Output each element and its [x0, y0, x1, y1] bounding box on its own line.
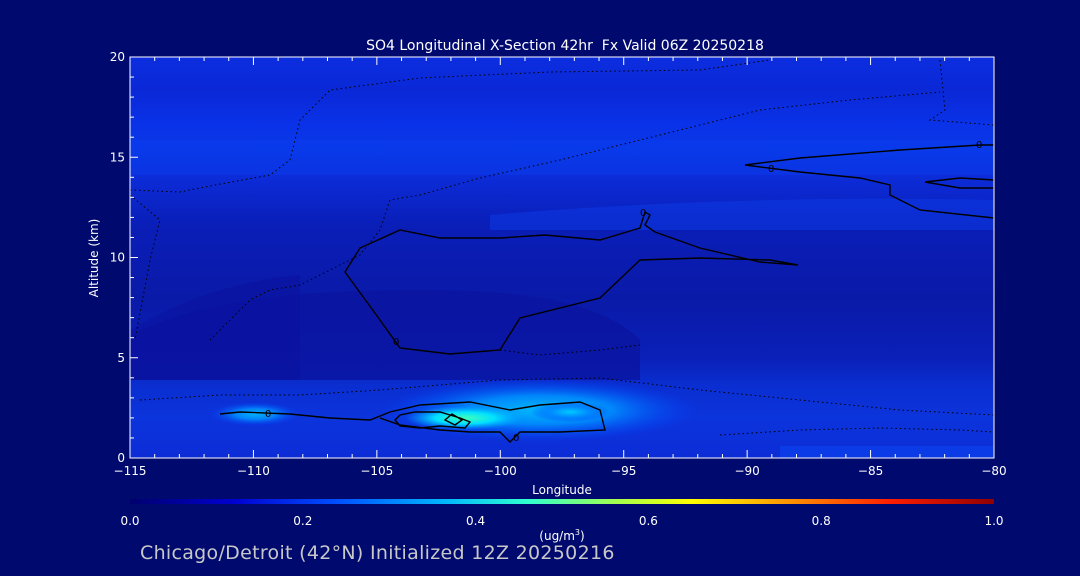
x-tick-label: −105: [360, 464, 393, 478]
unit-superscript: 3: [575, 528, 580, 537]
x-axis-ticks: −115 −110 −105 −100 −95 −90 −85 −80: [114, 57, 1007, 478]
contour-label: 0: [640, 208, 646, 219]
y-tick-label: 10: [110, 251, 125, 265]
colorbar-tick-label: 0.0: [120, 514, 139, 528]
y-tick-label: 0: [117, 451, 125, 465]
y-tick-label: 15: [110, 150, 125, 164]
colorbar-tick-label: 0.2: [293, 514, 312, 528]
unit-main: (ug/m: [539, 529, 575, 543]
colorbar-tick-label: 1.0: [984, 514, 1003, 528]
contour-label: 0: [265, 409, 271, 420]
x-tick-label: −90: [734, 464, 759, 478]
contour-label: 0: [513, 433, 519, 444]
plot-area: [130, 57, 994, 458]
y-tick-label: 20: [110, 50, 125, 64]
x-tick-label: −115: [114, 464, 147, 478]
contour-label: 0: [393, 337, 399, 348]
dotted-contours: [130, 59, 994, 436]
y-axis-ticks: 0 5 10 15 20: [110, 50, 138, 465]
y-tick-label: 5: [117, 351, 125, 365]
colorbar-ticks: 0.0 0.2 0.4 0.6 0.8 1.0: [120, 514, 1003, 528]
colorbar-unit-label: (ug/m3): [539, 528, 584, 543]
colorbar-tick-label: 0.4: [466, 514, 485, 528]
colorbar-tick-label: 0.6: [639, 514, 658, 528]
x-tick-label: −110: [237, 464, 270, 478]
y-axis-label: Altitude (km): [87, 219, 101, 298]
unit-end: ): [580, 529, 585, 543]
x-axis-label: Longitude: [532, 483, 592, 497]
x-tick-label: −100: [484, 464, 517, 478]
x-tick-label: −95: [611, 464, 636, 478]
x-tick-label: −80: [981, 464, 1006, 478]
contour-label-group: 0 0 0 0 0 0: [265, 140, 982, 444]
contour-label: 0: [768, 164, 774, 175]
contour-label: 0: [976, 140, 982, 151]
colorbar-tick-label: 0.8: [812, 514, 831, 528]
x-tick-label: −85: [858, 464, 883, 478]
footer-caption: Chicago/Detroit (42°N) Initialized 12Z 2…: [140, 542, 615, 564]
chart-title: SO4 Longitudinal X-Section 42hr Fx Valid…: [366, 38, 764, 54]
colorbar: [130, 499, 994, 504]
